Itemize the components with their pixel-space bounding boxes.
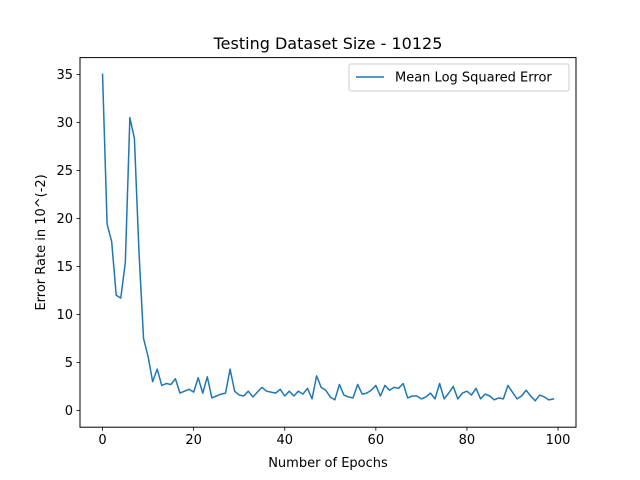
y-tick-label: 10 [56, 308, 73, 323]
plot-frame [79, 57, 577, 428]
y-tick-label: 30 [56, 116, 73, 131]
x-tick-label: 80 [459, 433, 476, 448]
chart-title: Testing Dataset Size - 10125 [213, 34, 443, 53]
x-tick-label: 40 [276, 433, 293, 448]
y-tick-label: 5 [65, 356, 73, 371]
x-axis-label: Number of Epochs [268, 456, 388, 471]
y-tick-label: 20 [56, 212, 73, 227]
x-tick-label: 0 [98, 433, 106, 448]
series-line-0 [101, 73, 555, 402]
y-axis-label: Error Rate in 10^(-2) [34, 174, 49, 310]
legend-label: Mean Log Squared Error [395, 71, 552, 86]
y-tick-label: 15 [56, 260, 73, 275]
legend: Mean Log Squared Error [348, 63, 570, 92]
x-tick-label: 100 [546, 433, 571, 448]
y-tick-label: 25 [56, 164, 73, 179]
y-tick-label: 35 [56, 68, 73, 83]
legend-box [348, 63, 570, 92]
x-tick-label: 60 [368, 433, 385, 448]
x-tick-label: 20 [185, 433, 202, 448]
y-tick-label: 0 [65, 404, 73, 419]
